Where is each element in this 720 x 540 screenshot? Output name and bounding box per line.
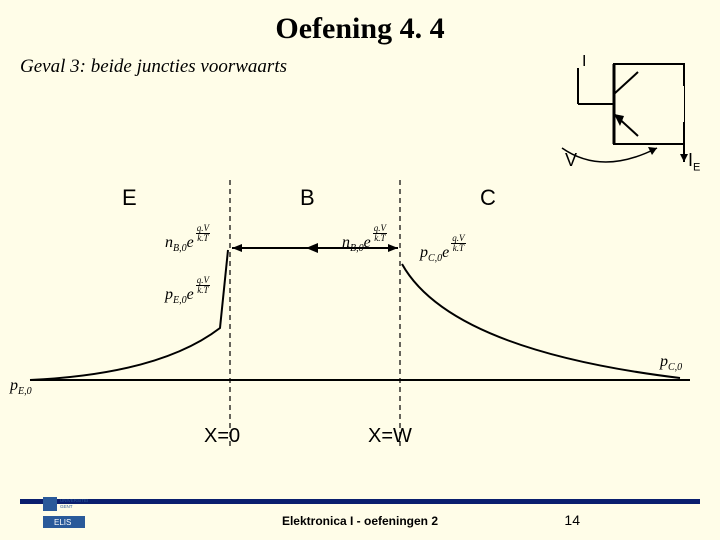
- formula-pE0e: pE,0eq.Vk.T: [165, 276, 210, 306]
- svg-text:UNIVERSITEIT: UNIVERSITEIT: [60, 498, 88, 503]
- footer-bar: [20, 499, 700, 504]
- x-zero-label: X=0: [204, 425, 240, 448]
- formula-nB0-left: nB,0eq.Vk.T: [165, 224, 210, 254]
- concentration-chart: [20, 220, 700, 485]
- page-title: Oefening 4. 4: [0, 0, 720, 46]
- university-logo: UNIVERSITEIT GENT ELIS: [40, 494, 88, 532]
- region-C: C: [480, 185, 496, 211]
- formula-pC0e: pC,0eq.Vk.T: [420, 234, 466, 264]
- x-W-label: X=W: [368, 425, 412, 448]
- v-label: V: [565, 150, 577, 171]
- svg-text:ELIS: ELIS: [54, 518, 71, 527]
- formula-pE0: pE,0: [10, 378, 32, 397]
- formula-nB0-right: nB,0eq.Vk.T: [342, 224, 387, 254]
- svg-text:GENT: GENT: [60, 504, 73, 509]
- region-B: B: [300, 185, 315, 211]
- formula-pC0: pC,0: [660, 354, 682, 373]
- i-label: I: [582, 54, 586, 70]
- ie-label: IE: [688, 150, 700, 174]
- footer-text: Elektronica I - oefeningen 2: [0, 514, 720, 528]
- region-E: E: [122, 185, 137, 211]
- page-number: 14: [564, 512, 580, 528]
